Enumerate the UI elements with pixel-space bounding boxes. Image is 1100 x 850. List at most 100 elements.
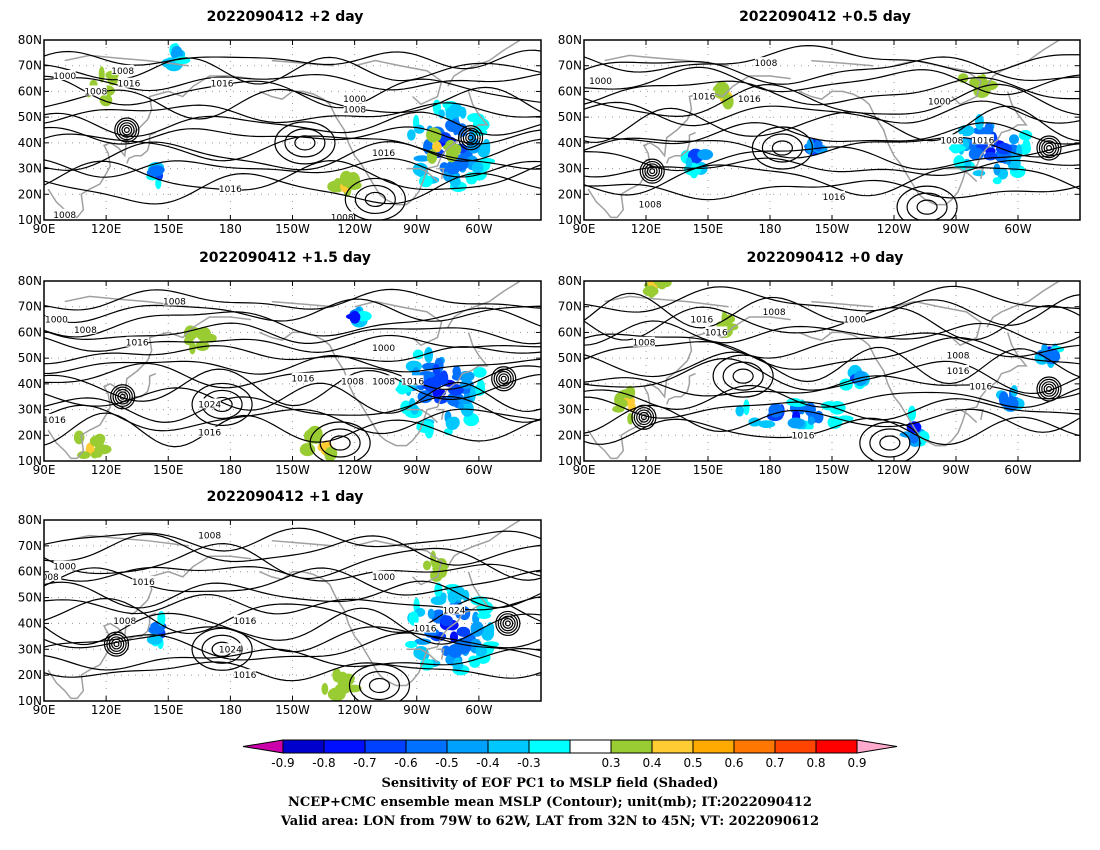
coastline: [945, 408, 978, 423]
colorbar-label: -0.6: [394, 756, 417, 770]
coastline: [64, 534, 190, 547]
isobar: [44, 49, 541, 70]
isobar: [44, 133, 541, 162]
y-tick-label: 20N: [18, 428, 42, 442]
contour-label: 1008: [198, 532, 221, 542]
y-tick-label: 40N: [558, 136, 582, 150]
contour-label: 1000: [372, 573, 395, 583]
contour-label: 1000: [45, 316, 68, 326]
contour-label: 1008: [632, 339, 655, 349]
sensitivity-negative: [469, 386, 476, 402]
isobar: [584, 336, 1080, 370]
high-pressure-isobar: [732, 368, 754, 384]
high-pressure-isobar: [896, 185, 958, 220]
x-tick-label: 120W: [877, 222, 912, 236]
coastline: [665, 372, 696, 405]
colorbar-label: 0.8: [806, 756, 825, 770]
sensitivity-negative: [475, 645, 488, 657]
coastline: [271, 539, 334, 547]
y-tick-label: 80N: [558, 33, 582, 47]
y-tick-label: 40N: [558, 377, 582, 391]
x-tick-label: 60W: [1004, 222, 1031, 236]
coastline: [406, 648, 438, 663]
coastline: [47, 316, 252, 460]
high-pressure-isobar: [191, 382, 253, 427]
contour-label: 1000: [928, 98, 951, 108]
x-tick-label: 120W: [337, 703, 372, 717]
sensitivity-negative: [472, 611, 480, 625]
sensitivity-positive: [724, 95, 734, 108]
sensitivity-negative: [758, 420, 776, 429]
contour-label-bg: [291, 372, 314, 383]
contour-label-bg: [198, 398, 221, 409]
footer-line-1: Sensitivity of EOF PC1 to MSLP field (Sh…: [381, 776, 719, 791]
sensitivity-positive: [90, 451, 99, 459]
coastline: [447, 281, 521, 328]
sensitivity-negative: [1016, 144, 1023, 160]
contour-label: 1016: [117, 80, 140, 90]
low-pressure-isobar: [113, 641, 120, 648]
low-pressure-isobar: [493, 368, 514, 389]
high-pressure-isobar: [364, 191, 386, 208]
x-tick-label: 180: [759, 463, 782, 477]
low-pressure-isobar: [631, 404, 657, 430]
isobar: [584, 346, 1080, 385]
low-pressure-isobar: [460, 127, 481, 148]
footer-line-2: NCEP+CMC ensemble mean MSLP (Contour); u…: [288, 795, 812, 810]
sensitivity-negative: [349, 311, 361, 324]
colorbar-label: -0.3: [517, 756, 540, 770]
coastline: [976, 167, 984, 180]
high-pressure-isobar: [751, 126, 814, 170]
low-pressure-isobar: [1045, 386, 1052, 393]
high-pressure-isobar: [329, 435, 351, 451]
contour-label-bg: [233, 614, 256, 625]
low-pressure-isobar: [502, 618, 514, 629]
sensitivity-negative: [457, 403, 464, 411]
high-pressure-isobar: [916, 199, 938, 215]
x-tick-label: 150E: [153, 703, 184, 717]
sensitivity-positive: [299, 443, 316, 457]
footer: Sensitivity of EOF PC1 to MSLP field (Sh…: [0, 774, 1100, 831]
colorbar-segment: [815, 739, 858, 754]
panel-title: 2022090412 +0 day: [747, 250, 904, 266]
high-pressure-isobar: [348, 663, 411, 701]
contour-label: 1008: [341, 377, 364, 387]
contour-label-bg: [632, 336, 655, 347]
colorbar-arrow-left: [242, 739, 284, 754]
low-pressure-isobar: [644, 163, 660, 179]
isobar: [44, 381, 541, 414]
contour-label: 1008: [343, 105, 366, 115]
contour-label: 1016: [372, 149, 395, 159]
y-tick-label: 70N: [18, 539, 42, 553]
colorbar-segment: [487, 739, 530, 754]
low-pressure-isobar: [116, 119, 138, 141]
x-tick-label: 120E: [91, 703, 122, 717]
contour-label-bg: [372, 570, 395, 581]
isobar: [584, 100, 1080, 127]
contour-label-bg: [45, 313, 68, 324]
low-pressure-isobar: [123, 126, 130, 133]
isobar: [584, 76, 1080, 106]
x-tick-label: 90E: [573, 463, 596, 477]
sensitivity-negative: [743, 399, 750, 416]
sensitivity-positive: [721, 310, 728, 327]
contour-label: 1000: [343, 95, 366, 105]
colorbar-label: 0.9: [847, 756, 866, 770]
coastline: [271, 300, 334, 308]
contour-label-bg: [738, 93, 761, 104]
y-tick-label: 30N: [558, 162, 582, 176]
y-tick-label: 30N: [18, 162, 42, 176]
low-pressure-isobar: [646, 165, 658, 177]
contour-label: 1016: [690, 316, 713, 326]
coastline: [447, 40, 521, 87]
isobar: [584, 332, 1080, 359]
contour-label-bg: [53, 560, 76, 571]
sensitivity-negative: [146, 634, 163, 645]
isobar: [44, 527, 541, 552]
contour-label: 1008: [754, 59, 777, 69]
contour-label-bg: [53, 208, 76, 219]
isobar: [44, 298, 541, 324]
x-tick-label: 90W: [942, 463, 969, 477]
map-content: 1008100000810161000102410161016100810241…: [44, 520, 541, 701]
